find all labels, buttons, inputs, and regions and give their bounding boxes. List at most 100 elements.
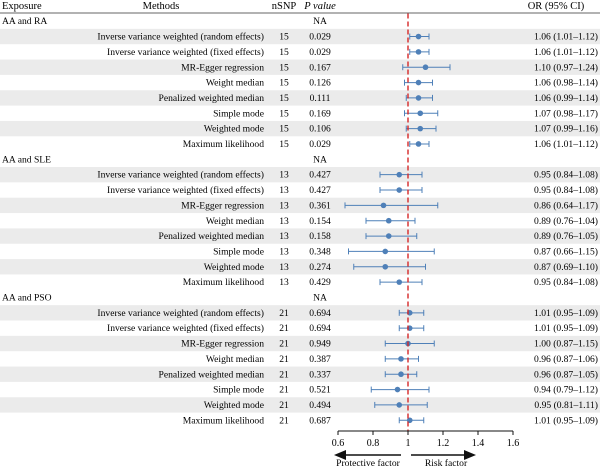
- pvalue-value: 0.429: [309, 277, 331, 288]
- or-ci-value: 0.95 (0.81–1.11): [534, 400, 598, 411]
- x-tick-label: 1.2: [437, 438, 450, 449]
- or-ci-value: 1.06 (1.01–1.12): [534, 139, 598, 150]
- or-point: [398, 356, 404, 362]
- pvalue-value: 0.029: [309, 47, 331, 58]
- or-ci-value: 1.00 (0.87–1.15): [534, 339, 598, 350]
- method-label: Simple mode: [213, 108, 264, 119]
- nsnp-value: 13: [279, 277, 289, 288]
- method-label: Maximum likelihood: [183, 415, 264, 426]
- or-point: [415, 33, 422, 40]
- or-point: [396, 171, 403, 178]
- or-ci-value: 1.07 (0.99–1.16): [534, 124, 598, 135]
- or-ci-value: 0.96 (0.87–1.06): [534, 354, 598, 365]
- group-label: AA and PSO: [2, 293, 52, 304]
- method-label: Inverse variance weighted (random effect…: [97, 170, 264, 181]
- pvalue-value: 0.154: [309, 216, 331, 227]
- nsnp-value: 15: [279, 139, 289, 150]
- protective-factor-label: Protective factor: [336, 458, 400, 467]
- or-point: [415, 79, 422, 86]
- method-label: Simple mode: [213, 385, 264, 396]
- or-ci-value: 0.89 (0.76–1.05): [534, 231, 598, 242]
- or-ci-value: 0.95 (0.84–1.08): [534, 277, 598, 288]
- or-ci-value: 0.95 (0.84–1.08): [534, 170, 598, 181]
- or-ci-value: 1.01 (0.95–1.09): [534, 308, 598, 319]
- method-label: Penalized weighted median: [159, 93, 265, 104]
- nsnp-value: 15: [279, 32, 289, 43]
- nsnp-value: 21: [279, 308, 289, 319]
- or-point: [417, 110, 424, 117]
- method-label: Inverse variance weighted (fixed effects…: [107, 47, 264, 58]
- risk-factor-label: Risk factor: [425, 458, 468, 467]
- method-label: Weighted mode: [204, 400, 264, 411]
- nsnp-value: 15: [279, 93, 289, 104]
- nsnp-value: 15: [279, 62, 289, 73]
- header-or: OR (95% CI): [528, 1, 585, 12]
- nsnp-value: 21: [279, 369, 289, 380]
- or-point: [415, 49, 422, 55]
- row-stripe: [0, 167, 600, 183]
- header-nsnp: nSNP: [272, 1, 297, 12]
- method-label: MR-Egger regression: [181, 200, 264, 211]
- method-label: MR-Egger regression: [181, 62, 264, 73]
- or-point: [394, 386, 401, 393]
- ci-marks: [344, 13, 451, 431]
- header-pvalue: P value: [303, 1, 336, 12]
- nsnp-value: 21: [279, 354, 289, 365]
- or-ci-value: 0.95 (0.84–1.08): [534, 185, 598, 196]
- nsnp-value: 13: [279, 231, 289, 242]
- or-point: [417, 125, 424, 132]
- or-ci-value: 0.89 (0.76–1.04): [534, 216, 598, 227]
- or-ci-value: 0.94 (0.79–1.12): [534, 385, 598, 396]
- or-ci-value: 1.06 (0.98–1.14): [534, 78, 598, 89]
- nsnp-value: 13: [279, 185, 289, 196]
- pvalue-value: 0.158: [309, 231, 331, 242]
- nsnp-value: 13: [279, 262, 289, 273]
- or-point: [396, 402, 403, 408]
- or-point: [382, 263, 389, 270]
- x-tick-label: 0.6: [332, 438, 345, 449]
- row-stripe: [0, 397, 600, 413]
- method-label: MR-Egger regression: [181, 339, 264, 350]
- method-label: Weighted mode: [204, 262, 264, 273]
- method-label: Maximum likelihood: [183, 139, 264, 150]
- x-tick-label: 1: [406, 438, 411, 449]
- method-label: Weight median: [206, 78, 264, 89]
- row-stripe: [0, 197, 600, 214]
- pvalue-value: 0.126: [309, 78, 331, 89]
- pvalue-value: 0.029: [309, 139, 331, 150]
- pvalue-value: 0.169: [309, 108, 331, 119]
- or-point: [396, 279, 403, 285]
- or-point: [385, 217, 392, 224]
- group-label: AA and SLE: [2, 154, 51, 165]
- row-stripe: [0, 228, 600, 244]
- row-stripe: [0, 28, 600, 45]
- pvalue-value: 0.111: [310, 93, 331, 104]
- nsnp-value: 13: [279, 246, 289, 257]
- pvalue-value: 0.274: [309, 262, 331, 273]
- row-stripe: [0, 90, 600, 106]
- pvalue-value: 0.337: [309, 369, 331, 380]
- nsnp-value: 21: [279, 323, 289, 334]
- or-ci-value: 0.96 (0.87–1.05): [534, 369, 598, 380]
- pvalue-value: 0.521: [309, 385, 331, 396]
- or-ci-value: 0.86 (0.64–1.17): [534, 200, 598, 211]
- or-point: [415, 141, 422, 147]
- group-pvalue-note: NA: [313, 16, 327, 27]
- pvalue-value: 0.949: [309, 339, 331, 350]
- pvalue-value: 0.427: [309, 170, 331, 181]
- method-label: Inverse variance weighted (fixed effects…: [107, 185, 264, 196]
- row-stripe: [0, 335, 600, 352]
- method-label: Inverse variance weighted (fixed effects…: [107, 323, 264, 334]
- pvalue-value: 0.361: [309, 200, 331, 211]
- method-label: Weighted mode: [204, 124, 264, 135]
- or-ci-value: 1.06 (0.99–1.14): [534, 93, 598, 104]
- header-exposure: Exposure: [2, 1, 42, 12]
- x-axis: 0.6 0.8 1 1.2 1.4 1.6: [332, 430, 519, 449]
- row-stripes: [0, 28, 600, 413]
- method-label: Weight median: [206, 216, 264, 227]
- nsnp-value: 13: [279, 170, 289, 181]
- pvalue-value: 0.687: [309, 415, 331, 426]
- pvalue-value: 0.348: [309, 246, 331, 257]
- x-tick-label: 1.4: [472, 438, 485, 449]
